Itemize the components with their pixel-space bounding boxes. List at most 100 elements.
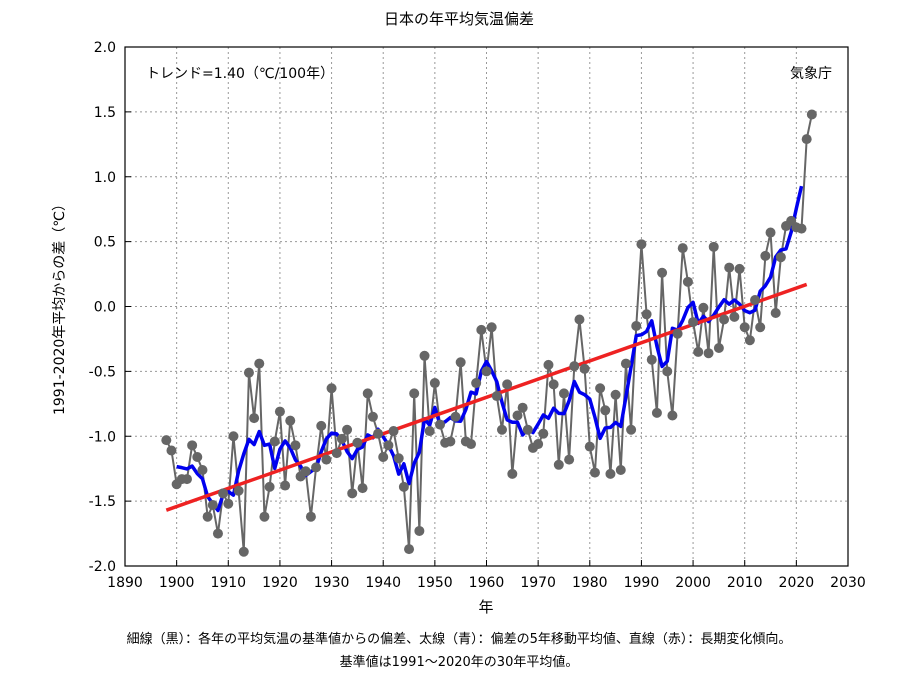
data-point bbox=[264, 481, 275, 492]
data-point bbox=[383, 440, 394, 451]
data-point bbox=[274, 406, 285, 417]
x-tick-label: 1950 bbox=[417, 575, 453, 591]
data-point bbox=[662, 366, 673, 377]
data-point bbox=[750, 295, 761, 306]
data-point bbox=[693, 346, 704, 357]
data-point bbox=[243, 367, 254, 378]
x-tick-label: 1960 bbox=[469, 575, 505, 591]
x-tick-label: 1990 bbox=[624, 575, 660, 591]
data-point bbox=[300, 466, 311, 477]
data-point bbox=[631, 320, 642, 331]
data-point bbox=[765, 227, 776, 238]
x-axis-label: 年 bbox=[478, 598, 493, 616]
data-point bbox=[595, 383, 606, 394]
data-point bbox=[589, 467, 600, 478]
data-point bbox=[538, 428, 549, 439]
trend-annotation: トレンド=1.40（℃/100年） bbox=[146, 66, 334, 82]
data-point bbox=[378, 452, 389, 463]
data-point bbox=[496, 424, 507, 435]
y-tick-label: 1.0 bbox=[94, 170, 116, 186]
y-tick-label: 1.5 bbox=[94, 105, 116, 121]
caption-line-1: 細線（黒）：各年の平均気温の基準値からの偏差、太線（青）：偏差の5年移動平均値、… bbox=[127, 631, 792, 647]
data-point bbox=[254, 358, 265, 369]
data-point bbox=[548, 379, 559, 390]
data-point bbox=[336, 433, 347, 444]
data-point bbox=[331, 448, 342, 459]
x-tick-label: 1980 bbox=[572, 575, 608, 591]
data-point bbox=[708, 241, 719, 252]
data-point bbox=[326, 383, 337, 394]
data-point bbox=[455, 357, 466, 368]
caption-line-2: 基準値は1991〜2020年の30年平均値。 bbox=[340, 654, 579, 670]
data-point bbox=[285, 415, 296, 426]
data-point bbox=[574, 314, 585, 325]
data-point bbox=[404, 544, 415, 555]
data-point bbox=[569, 361, 580, 372]
data-point bbox=[409, 388, 420, 399]
data-point bbox=[682, 276, 693, 287]
x-tick-label: 2000 bbox=[675, 575, 711, 591]
data-point bbox=[579, 363, 590, 374]
data-point bbox=[398, 481, 409, 492]
data-point bbox=[512, 410, 523, 421]
x-tick-label: 1900 bbox=[159, 575, 195, 591]
data-point bbox=[352, 437, 363, 448]
y-tick-label: -1.5 bbox=[89, 494, 116, 510]
data-point bbox=[657, 267, 668, 278]
data-point bbox=[445, 436, 456, 447]
data-point bbox=[724, 262, 735, 273]
data-point bbox=[620, 358, 631, 369]
data-point bbox=[429, 378, 440, 389]
data-point bbox=[419, 350, 430, 361]
data-point bbox=[491, 391, 502, 402]
data-point bbox=[197, 464, 208, 475]
data-point bbox=[187, 440, 198, 451]
data-point bbox=[202, 511, 213, 522]
data-point bbox=[507, 468, 518, 479]
x-tick-label: 1930 bbox=[314, 575, 350, 591]
data-point bbox=[269, 436, 280, 447]
data-point bbox=[228, 431, 239, 442]
data-point bbox=[367, 411, 378, 422]
x-tick-label: 2030 bbox=[830, 575, 866, 591]
data-point bbox=[476, 324, 487, 335]
data-point bbox=[610, 389, 621, 400]
plot-frame bbox=[124, 46, 849, 567]
data-point bbox=[564, 454, 575, 465]
data-point bbox=[796, 223, 807, 234]
data-point bbox=[357, 483, 368, 494]
x-tick-label: 1910 bbox=[210, 575, 246, 591]
data-point bbox=[667, 410, 678, 421]
y-tick-label: 0.5 bbox=[94, 235, 116, 251]
x-tick-label: 1940 bbox=[365, 575, 401, 591]
data-point bbox=[677, 243, 688, 254]
y-tick-label: -0.5 bbox=[89, 364, 116, 380]
data-point bbox=[362, 388, 373, 399]
data-point bbox=[393, 453, 404, 464]
data-point bbox=[770, 307, 781, 318]
y-tick-label: 0.0 bbox=[94, 300, 116, 316]
trend-line bbox=[165, 282, 808, 512]
data-point bbox=[342, 424, 353, 435]
data-point bbox=[760, 250, 771, 261]
data-point bbox=[744, 335, 755, 346]
data-point bbox=[161, 435, 172, 446]
data-point bbox=[615, 464, 626, 475]
x-tick-label: 2020 bbox=[779, 575, 815, 591]
data-point bbox=[321, 454, 332, 465]
data-point bbox=[533, 439, 544, 450]
data-point bbox=[311, 462, 322, 473]
data-point bbox=[698, 302, 709, 313]
data-point bbox=[388, 426, 399, 437]
data-point bbox=[280, 480, 291, 491]
data-point bbox=[218, 488, 229, 499]
data-point bbox=[755, 322, 766, 333]
data-point bbox=[212, 528, 223, 539]
data-point bbox=[481, 366, 492, 377]
data-point bbox=[719, 314, 730, 325]
data-point bbox=[553, 459, 564, 470]
data-point bbox=[166, 445, 177, 456]
data-point bbox=[233, 485, 244, 496]
data-point bbox=[373, 428, 384, 439]
